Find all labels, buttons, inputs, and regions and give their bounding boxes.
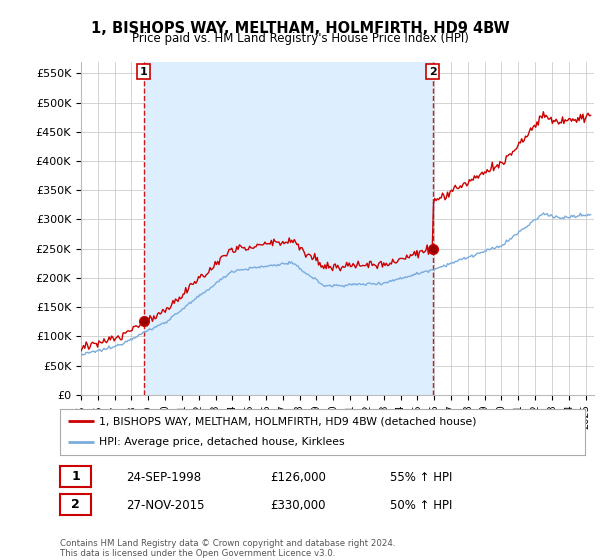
Text: 55% ↑ HPI: 55% ↑ HPI — [390, 470, 452, 484]
Text: 1, BISHOPS WAY, MELTHAM, HOLMFIRTH, HD9 4BW: 1, BISHOPS WAY, MELTHAM, HOLMFIRTH, HD9 … — [91, 21, 509, 36]
Text: 2: 2 — [428, 67, 436, 77]
Text: 1, BISHOPS WAY, MELTHAM, HOLMFIRTH, HD9 4BW (detached house): 1, BISHOPS WAY, MELTHAM, HOLMFIRTH, HD9 … — [100, 416, 477, 426]
Text: £126,000: £126,000 — [270, 470, 326, 484]
Text: £330,000: £330,000 — [270, 498, 325, 512]
Text: 24-SEP-1998: 24-SEP-1998 — [126, 470, 201, 484]
Text: Contains HM Land Registry data © Crown copyright and database right 2024.
This d: Contains HM Land Registry data © Crown c… — [60, 539, 395, 558]
Text: HPI: Average price, detached house, Kirklees: HPI: Average price, detached house, Kirk… — [100, 437, 345, 447]
Text: 27-NOV-2015: 27-NOV-2015 — [126, 498, 205, 512]
Text: 1: 1 — [140, 67, 148, 77]
Text: 50% ↑ HPI: 50% ↑ HPI — [390, 498, 452, 512]
Bar — [144, 62, 433, 395]
Text: 1: 1 — [71, 470, 80, 483]
Text: 2: 2 — [71, 498, 80, 511]
Text: Price paid vs. HM Land Registry's House Price Index (HPI): Price paid vs. HM Land Registry's House … — [131, 32, 469, 45]
